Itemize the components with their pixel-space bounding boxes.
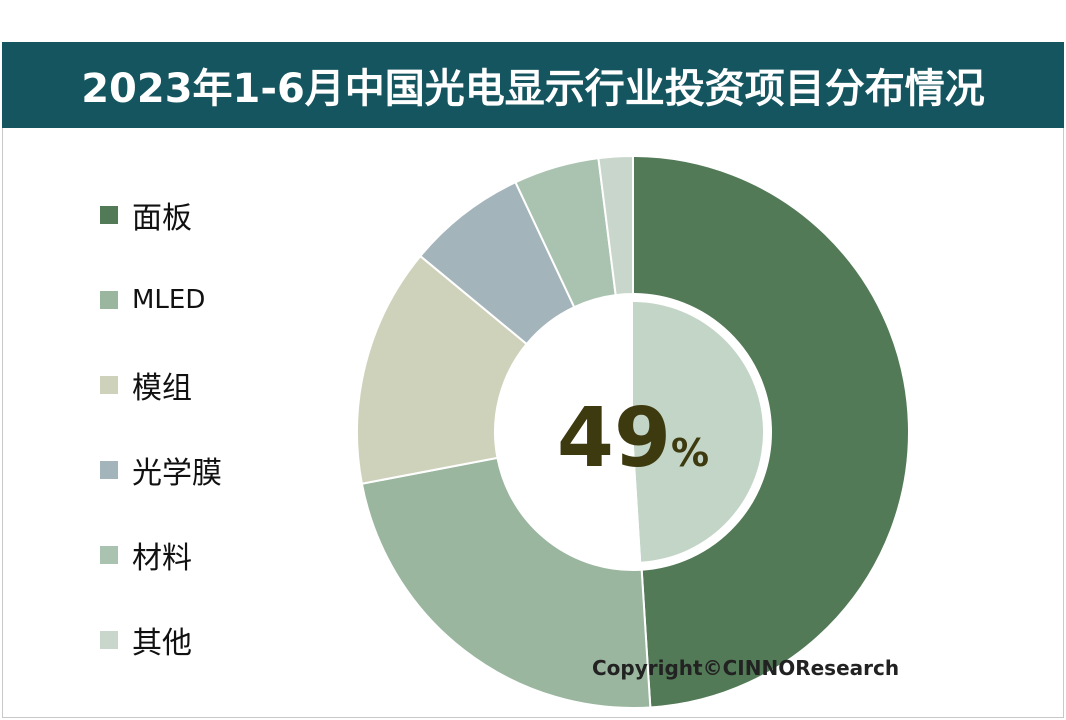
donut-chart: 49%	[356, 154, 910, 709]
center-value: 49%	[557, 391, 709, 486]
copyright-text: Copyright©CINNOResearch	[592, 656, 900, 680]
legend-label-module: 模组	[132, 371, 192, 406]
legend-swatch-module	[100, 376, 118, 394]
slice-mled	[360, 456, 652, 709]
inner-slice-rest	[502, 302, 642, 562]
legend-item-panel: 面板	[100, 190, 192, 240]
outer-ring	[356, 154, 910, 709]
legend-swatch-optical-film	[100, 461, 118, 479]
legend-swatch-material	[100, 546, 118, 564]
slice-module	[356, 254, 529, 485]
legend-label-panel: 面板	[132, 201, 192, 236]
legend-item-material: 材料	[100, 530, 192, 580]
legend-item-optical-film: 光学膜	[100, 445, 222, 495]
chart-title: 2023年1-6月中国光电显示行业投资项目分布情况	[81, 66, 985, 112]
legend-swatch-mled	[100, 291, 118, 309]
legend-label-mled: MLED	[132, 285, 206, 315]
inner-ring	[502, 302, 763, 562]
legend-label-material: 材料	[132, 541, 192, 576]
title-bar: 2023年1-6月中国光电显示行业投资项目分布情况	[2, 42, 1064, 128]
legend-item-mled: MLED	[100, 275, 205, 325]
legend-item-module: 模组	[100, 360, 192, 410]
center-number: 49	[557, 391, 671, 486]
slice-other	[597, 154, 634, 297]
legend-item-other: 其他	[100, 615, 192, 665]
legend-label-other: 其他	[132, 626, 192, 661]
slice-panel	[632, 154, 910, 709]
inner-slice-highlight	[633, 302, 763, 562]
legend-label-optical-film: 光学膜	[132, 456, 222, 491]
center-unit: %	[671, 431, 709, 475]
legend-swatch-panel	[100, 206, 118, 224]
legend-swatch-other	[100, 631, 118, 649]
